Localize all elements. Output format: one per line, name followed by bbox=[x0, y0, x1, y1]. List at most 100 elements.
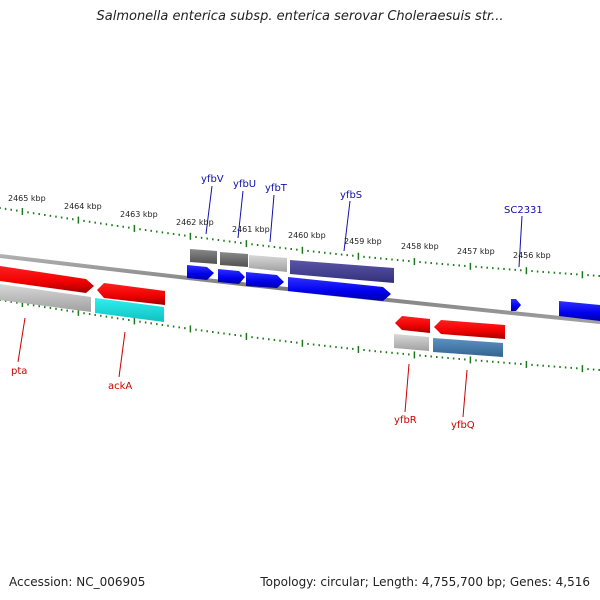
outer-scale-minor-tick bbox=[312, 250, 315, 253]
gene-SC2331-arrow[interactable] bbox=[511, 299, 521, 311]
inner-scale-minor-tick bbox=[424, 354, 427, 357]
outer-scale-minor-tick bbox=[492, 267, 494, 270]
outer-scale-minor-tick bbox=[178, 233, 180, 236]
inner-scale-minor-tick bbox=[60, 308, 63, 311]
outer-scale-minor-tick bbox=[592, 274, 595, 277]
inner-scale-minor-tick bbox=[10, 300, 12, 303]
outer-scale-minor-tick bbox=[576, 273, 578, 276]
inner-scale-minor-tick bbox=[178, 326, 180, 329]
scale-ticks bbox=[0, 207, 600, 373]
gene-label-ackA[interactable]: ackA bbox=[108, 381, 132, 392]
gene-yfbU-arrow[interactable] bbox=[218, 269, 245, 284]
outer-scale-minor-tick bbox=[536, 270, 539, 273]
gene-label-pta[interactable]: pta bbox=[11, 366, 27, 377]
inner-scale-minor-tick bbox=[385, 351, 388, 354]
outer-scale-minor-tick bbox=[55, 215, 57, 218]
inner-scale-minor-tick bbox=[296, 341, 298, 344]
gene-yfbS-arrow[interactable] bbox=[288, 277, 391, 301]
inner-scale-minor-tick bbox=[374, 350, 376, 353]
inner-scale-minor-tick bbox=[273, 338, 276, 341]
inner-scale-minor-tick bbox=[307, 342, 309, 345]
outer-scale-minor-tick bbox=[4, 207, 7, 210]
gene-label-yfbS[interactable]: yfbS bbox=[340, 190, 362, 201]
outer-scale-minor-tick bbox=[60, 216, 63, 219]
inner-scale-minor-tick bbox=[380, 350, 382, 353]
outer-scale-minor-tick bbox=[200, 236, 203, 239]
inner-scale-minor-tick bbox=[290, 340, 292, 343]
outer-scale-major-tick bbox=[189, 232, 192, 240]
inner-feature-ring bbox=[0, 284, 503, 357]
inner-scale-minor-tick bbox=[368, 349, 371, 352]
inner-scale-minor-tick bbox=[564, 366, 567, 369]
gene-label-yfbT[interactable]: yfbT bbox=[265, 183, 288, 194]
inner-scale-minor-tick bbox=[318, 344, 320, 347]
inner-scale-minor-tick bbox=[279, 339, 281, 342]
inner-scale-minor-tick bbox=[228, 333, 231, 336]
gene-label-yfbV[interactable]: yfbV bbox=[201, 174, 224, 185]
gene-label-SC2331[interactable]: SC2331 bbox=[504, 205, 543, 216]
outer-scale-minor-tick bbox=[385, 257, 388, 260]
inner-scale-minor-tick bbox=[122, 318, 124, 321]
inner-scale-minor-tick bbox=[100, 314, 102, 317]
outer-scale-minor-tick bbox=[598, 274, 600, 277]
gene-ackA-arrow[interactable] bbox=[97, 283, 165, 305]
outer-scale-minor-tick bbox=[520, 269, 522, 272]
gene-right-edge-arrow[interactable] bbox=[559, 301, 600, 321]
outer-scale-major-tick bbox=[469, 262, 472, 270]
gene-label-yfbQ[interactable]: yfbQ bbox=[451, 420, 475, 431]
outer-scale-minor-tick bbox=[273, 246, 276, 249]
inner-scale-minor-tick bbox=[206, 330, 208, 333]
inner-scale-major-tick bbox=[301, 339, 304, 347]
outer-scale-minor-tick bbox=[587, 274, 589, 277]
outer-scale-major-tick bbox=[413, 258, 416, 266]
gene-yfbV-arrow[interactable] bbox=[187, 265, 214, 280]
inner-scale-minor-tick bbox=[32, 304, 35, 307]
inner-scale-minor-tick bbox=[111, 316, 113, 319]
inner-scale-minor-tick bbox=[430, 355, 432, 358]
inner-scale-minor-tick bbox=[559, 366, 561, 368]
outer-scale-minor-tick bbox=[503, 267, 505, 270]
inner-scale-minor-tick bbox=[144, 321, 147, 324]
inner-scale-major-tick bbox=[525, 360, 528, 368]
outer-scale-minor-tick bbox=[144, 229, 147, 232]
outer-scale-minor-tick bbox=[480, 266, 483, 269]
inner-scale-minor-tick bbox=[402, 352, 404, 355]
scale-label-2458: 2458 kbp bbox=[401, 242, 439, 251]
outer-scale-minor-tick bbox=[172, 232, 175, 235]
outer-scale-minor-tick bbox=[44, 213, 46, 216]
inner-scale-minor-tick bbox=[217, 331, 220, 334]
inner-scale-major-tick bbox=[21, 300, 24, 308]
inner-scale-minor-tick bbox=[570, 366, 572, 369]
inner-scale-minor-tick bbox=[223, 332, 225, 335]
outer-scale-minor-tick bbox=[184, 234, 186, 237]
outer-scale-minor-tick bbox=[548, 271, 550, 274]
gene-yfbR-arrow[interactable] bbox=[395, 316, 430, 333]
accession-text: Accession: NC_006905 bbox=[9, 575, 146, 589]
inner-scale-minor-tick bbox=[396, 352, 399, 355]
outer-scale-minor-tick bbox=[262, 244, 264, 247]
gene-yfbQ-arrow[interactable] bbox=[434, 320, 505, 339]
outer-scale-minor-tick bbox=[514, 268, 516, 271]
outer-scale-minor-tick bbox=[368, 256, 371, 259]
outer-scale-minor-tick bbox=[251, 243, 253, 246]
inner-scale-minor-tick bbox=[116, 317, 119, 320]
inner-scale-minor-tick bbox=[363, 349, 365, 352]
gene-pta-arrow[interactable] bbox=[0, 266, 94, 293]
feature-steel-blue-1 bbox=[433, 338, 503, 357]
outer-scale-minor-tick bbox=[268, 245, 270, 248]
outer-scale-minor-tick bbox=[296, 248, 298, 251]
inner-scale-minor-tick bbox=[161, 323, 164, 326]
gene-label-yfbR[interactable]: yfbR bbox=[394, 415, 417, 426]
outer-scale-minor-tick bbox=[329, 252, 332, 255]
gene-yfbT-arrow[interactable] bbox=[246, 272, 284, 288]
genome-title: Salmonella enterica subsp. enterica sero… bbox=[96, 9, 504, 24]
gene-label-yfbU[interactable]: yfbU bbox=[233, 179, 256, 190]
inner-scale-minor-tick bbox=[335, 346, 337, 349]
inner-scale-minor-tick bbox=[251, 336, 253, 339]
inner-scale-minor-tick bbox=[128, 319, 130, 322]
outer-scale-minor-tick bbox=[363, 255, 365, 258]
inner-scale-minor-tick bbox=[548, 365, 550, 368]
outer-scale-minor-tick bbox=[72, 218, 74, 221]
outer-scale-minor-tick bbox=[150, 229, 152, 232]
inner-scale-minor-tick bbox=[452, 357, 455, 360]
